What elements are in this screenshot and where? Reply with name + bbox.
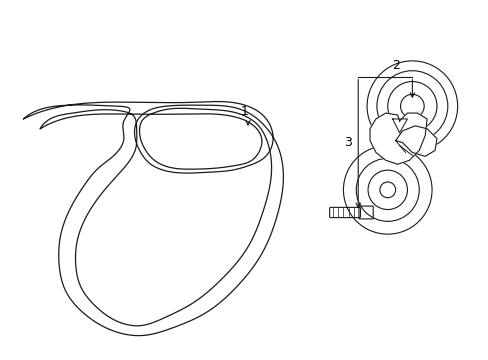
Text: 1: 1 — [241, 105, 248, 118]
Text: 3: 3 — [344, 136, 351, 149]
Text: 2: 2 — [391, 59, 399, 72]
Polygon shape — [395, 126, 436, 156]
Polygon shape — [369, 113, 426, 164]
